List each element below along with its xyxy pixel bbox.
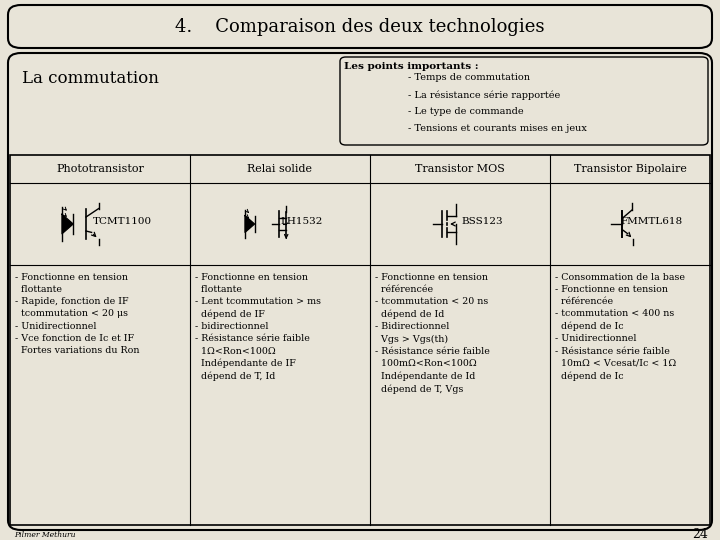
Text: Transistor MOS: Transistor MOS xyxy=(415,164,505,174)
FancyBboxPatch shape xyxy=(8,5,712,48)
Text: Pilmer Methuru: Pilmer Methuru xyxy=(14,531,76,539)
Text: - Le type de commande: - Le type de commande xyxy=(408,107,523,116)
Text: 4.    Comparaison des deux technologies: 4. Comparaison des deux technologies xyxy=(175,18,545,36)
Text: - Consommation de la base
- Fonctionne en tension
  référencée
- tcommutation < : - Consommation de la base - Fonctionne e… xyxy=(555,273,685,381)
Text: Les points importants :: Les points importants : xyxy=(344,62,479,71)
Text: Relai solide: Relai solide xyxy=(248,164,312,174)
Text: - Temps de commutation: - Temps de commutation xyxy=(408,73,530,82)
Text: - Fonctionne en tension
  référencée
- tcommutation < 20 ns
  dépend de Id
- Bid: - Fonctionne en tension référencée - tco… xyxy=(375,273,490,394)
Text: - Fonctionne en tension
  flottante
- Lent tcommutation > ms
  dépend de IF
- bi: - Fonctionne en tension flottante - Lent… xyxy=(195,273,321,381)
Polygon shape xyxy=(245,215,255,232)
Text: La commutation: La commutation xyxy=(22,70,159,87)
Polygon shape xyxy=(62,214,73,234)
Text: LH1532: LH1532 xyxy=(281,218,323,226)
Text: - Tensions et courants mises en jeux: - Tensions et courants mises en jeux xyxy=(408,124,587,133)
Text: FMMTL618: FMMTL618 xyxy=(621,218,683,226)
FancyBboxPatch shape xyxy=(340,57,708,145)
Text: - La résistance série rapportée: - La résistance série rapportée xyxy=(408,90,560,99)
Text: - Fonctionne en tension
  flottante
- Rapide, fonction de IF
  tcommutation < 20: - Fonctionne en tension flottante - Rapi… xyxy=(15,273,140,355)
Text: Transistor Bipolaire: Transistor Bipolaire xyxy=(574,164,686,174)
Text: Phototransistor: Phototransistor xyxy=(56,164,144,174)
Text: BSS123: BSS123 xyxy=(462,218,503,226)
Text: 24: 24 xyxy=(692,529,708,540)
Bar xyxy=(10,155,710,525)
Text: TCMT1100: TCMT1100 xyxy=(92,218,152,226)
FancyBboxPatch shape xyxy=(8,53,712,530)
